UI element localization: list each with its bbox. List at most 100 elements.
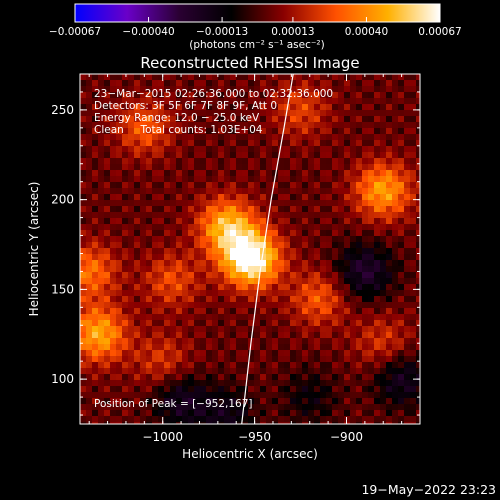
heatmap-cell [332, 218, 338, 224]
heatmap-cell [332, 296, 338, 302]
heatmap-cell [200, 380, 206, 386]
heatmap-cell [158, 266, 164, 272]
heatmap-cell [320, 170, 326, 176]
heatmap-cell [86, 380, 92, 386]
heatmap-cell [302, 218, 308, 224]
heatmap-cell [368, 290, 374, 296]
heatmap-cell [308, 386, 314, 392]
heatmap-cell [392, 230, 398, 236]
heatmap-cell [140, 320, 146, 326]
heatmap-cell [290, 332, 296, 338]
heatmap-cell [248, 74, 254, 80]
heatmap-cell [338, 404, 344, 410]
heatmap-cell [314, 134, 320, 140]
heatmap-cell [344, 278, 350, 284]
heatmap-cell [98, 386, 104, 392]
heatmap-cell [116, 224, 122, 230]
heatmap-cell [302, 80, 308, 86]
heatmap-cell [296, 140, 302, 146]
heatmap-cell [128, 290, 134, 296]
heatmap-cell [164, 194, 170, 200]
heatmap-cell [326, 188, 332, 194]
heatmap-cell [236, 236, 242, 242]
heatmap-cell [260, 254, 266, 260]
heatmap-cell [356, 308, 362, 314]
heatmap-cell [272, 200, 278, 206]
heatmap-cell [194, 182, 200, 188]
heatmap-cell [110, 404, 116, 410]
heatmap-cell [128, 410, 134, 416]
heatmap-cell [392, 200, 398, 206]
heatmap-cell [152, 176, 158, 182]
heatmap-cell [350, 404, 356, 410]
heatmap-cell [362, 224, 368, 230]
heatmap-cell [386, 386, 392, 392]
heatmap-cell [176, 356, 182, 362]
heatmap-cell [200, 122, 206, 128]
heatmap-cell [356, 266, 362, 272]
heatmap-cell [182, 380, 188, 386]
heatmap-cell [110, 344, 116, 350]
heatmap-cell [146, 338, 152, 344]
heatmap-cell [272, 368, 278, 374]
heatmap-cell [134, 248, 140, 254]
heatmap-cell [212, 230, 218, 236]
heatmap-cell [152, 332, 158, 338]
heatmap-cell [248, 278, 254, 284]
heatmap-cell [404, 302, 410, 308]
heatmap-cell [110, 74, 116, 80]
heatmap-cell [272, 164, 278, 170]
heatmap-cell [92, 332, 98, 338]
heatmap-cell [398, 398, 404, 404]
heatmap-cell [188, 260, 194, 266]
heatmap-cell [104, 368, 110, 374]
heatmap-cell [128, 98, 134, 104]
heatmap-cell [200, 128, 206, 134]
heatmap-cell [146, 416, 152, 422]
heatmap-cell [392, 248, 398, 254]
heatmap-cell [374, 422, 380, 424]
heatmap-cell [392, 308, 398, 314]
heatmap-cell [218, 260, 224, 266]
heatmap-cell [326, 416, 332, 422]
heatmap-cell [386, 266, 392, 272]
heatmap-cell [338, 260, 344, 266]
heatmap-cell [380, 278, 386, 284]
heatmap-cell [314, 278, 320, 284]
heatmap-cell [182, 284, 188, 290]
heatmap-cell [176, 188, 182, 194]
heatmap-cell [98, 164, 104, 170]
heatmap-cell [176, 290, 182, 296]
heatmap-cell [254, 98, 260, 104]
heatmap-cell [194, 368, 200, 374]
heatmap-cell [80, 374, 86, 380]
heatmap-cell [254, 164, 260, 170]
heatmap-cell [206, 410, 212, 416]
heatmap-cell [272, 272, 278, 278]
heatmap-cell [236, 194, 242, 200]
heatmap-cell [302, 206, 308, 212]
heatmap-cell [404, 224, 410, 230]
heatmap-cell [404, 272, 410, 278]
heatmap-cell [170, 116, 176, 122]
heatmap-cell [176, 398, 182, 404]
heatmap-cell [398, 116, 404, 122]
heatmap-cell [302, 134, 308, 140]
heatmap-cell [416, 218, 420, 224]
heatmap-cell [410, 386, 416, 392]
heatmap-cell [314, 386, 320, 392]
heatmap-cell [308, 320, 314, 326]
heatmap-cell [200, 110, 206, 116]
heatmap-cell [164, 398, 170, 404]
heatmap-cell [254, 266, 260, 272]
heatmap-cell [314, 122, 320, 128]
heatmap-cell [386, 344, 392, 350]
heatmap-cell [200, 266, 206, 272]
heatmap-cell [350, 230, 356, 236]
heatmap-cell [116, 170, 122, 176]
heatmap-cell [98, 368, 104, 374]
heatmap-cell [278, 308, 284, 314]
heatmap-cell [380, 248, 386, 254]
heatmap-cell [80, 296, 86, 302]
heatmap-cell [254, 218, 260, 224]
